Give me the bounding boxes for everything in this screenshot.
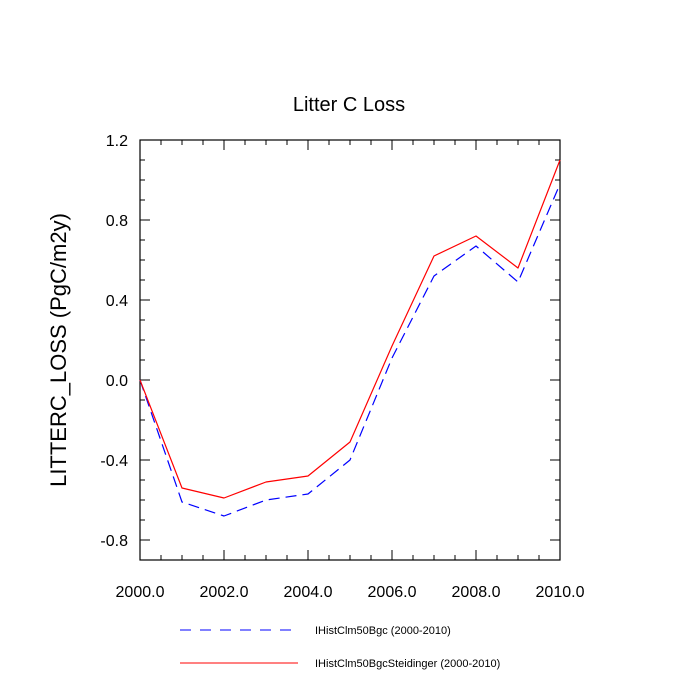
x-tick-label: 2002.0 — [200, 584, 249, 601]
y-tick-label: 0.0 — [106, 373, 128, 390]
x-tick-label: 2000.0 — [116, 584, 165, 601]
legend: IHistClm50Bgc (2000-2010) IHistClm50BgcSt… — [180, 625, 500, 670]
x-tick-label: 2010.0 — [536, 584, 585, 601]
legend-label-1: IHistClm50Bgc (2000-2010) — [315, 625, 451, 637]
y-tick-label: 0.4 — [106, 293, 128, 310]
y-tick-label: -0.4 — [100, 453, 128, 470]
series-lines — [139, 159, 561, 517]
x-tick-label: 2004.0 — [284, 584, 333, 601]
legend-label-2: IHistClm50BgcSteidinger (2000-2010) — [315, 658, 500, 670]
x-tick-label: 2008.0 — [452, 584, 501, 601]
series-line-1 — [139, 183, 561, 517]
x-tick-label: 2006.0 — [368, 584, 417, 601]
series-line-2 — [139, 159, 561, 499]
plot-frame — [139, 139, 561, 561]
axes: -0.8 -0.4 0.0 0.4 0.8 1.2 2000.0 2002.0 2004.0 20… — [100, 133, 584, 601]
y-tick-label: -0.8 — [100, 533, 128, 550]
y-tick-label: 1.2 — [106, 133, 128, 150]
y-tick-label: 0.8 — [106, 213, 128, 230]
chart-title: Litter C Loss — [293, 94, 405, 116]
y-axis-label: LITTERC_LOSS (PgC/m2y) — [46, 213, 71, 487]
